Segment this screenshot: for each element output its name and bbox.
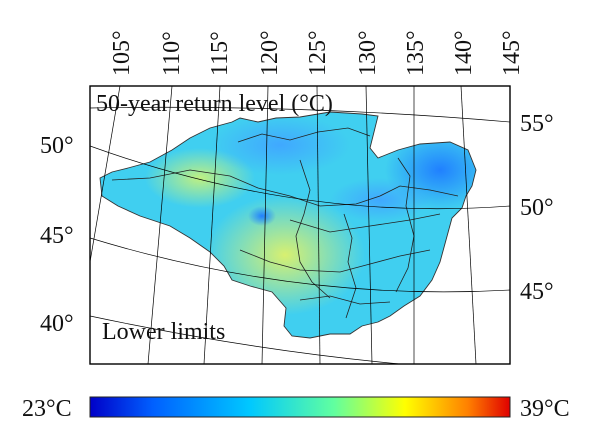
border-line-8: [343, 213, 357, 319]
parallel-40: [90, 315, 401, 364]
lat-label-left-45: 45°: [40, 223, 74, 249]
lon-label-110: 110°: [159, 31, 185, 76]
colorbar-min-label: 23°C: [22, 396, 72, 422]
boundary-lines: [111, 127, 459, 319]
cool-anomaly-north: [210, 115, 350, 175]
lon-label-120: 120°: [257, 30, 283, 76]
lon-label-145: 145°: [499, 30, 525, 76]
map-subtitle: Lower limits: [102, 319, 226, 345]
border-line-1: [111, 169, 459, 207]
temperature-field: [100, 112, 476, 338]
border-line-2: [237, 127, 371, 143]
region-outline: [99, 111, 477, 339]
colorbar-bar: [89, 396, 511, 418]
lon-label-105: 105°: [109, 30, 135, 76]
meridian-120: [261, 86, 269, 364]
lon-label-130: 130°: [355, 30, 381, 76]
parallel-50: [90, 145, 510, 210]
map-frame: [89, 85, 511, 365]
cool-anomaly-center: [248, 206, 276, 226]
meridian-115: [203, 86, 221, 364]
border-line-6: [299, 295, 391, 305]
parallel-45: [90, 237, 510, 293]
graticule: [90, 86, 510, 364]
cool-anomaly-east: [330, 178, 430, 222]
meridian-110: [147, 86, 173, 364]
map-title: 50-year return level (°C): [96, 91, 333, 117]
border-line-3: [295, 159, 331, 299]
meridian-140: [460, 86, 477, 364]
lon-label-125: 125°: [305, 30, 331, 76]
lat-label-left-40: 40°: [40, 311, 74, 337]
colorbar-max-label: 39°C: [520, 396, 570, 422]
border-line-4: [289, 213, 441, 233]
lon-label-135: 135°: [403, 30, 429, 76]
lat-label-right-55: 55°: [520, 111, 554, 137]
lon-label-140: 140°: [451, 30, 477, 76]
lat-label-left-50: 50°: [40, 133, 74, 159]
parallel-55: [90, 106, 510, 123]
meridian-130: [365, 86, 373, 364]
meridian-125: [316, 86, 321, 364]
lat-label-right-50: 50°: [520, 195, 554, 221]
border-line-7: [395, 157, 415, 293]
meridian-105: [90, 86, 121, 263]
lon-label-115: 115°: [207, 31, 233, 76]
border-line-5: [239, 249, 431, 273]
lat-label-right-45: 45°: [520, 279, 554, 305]
